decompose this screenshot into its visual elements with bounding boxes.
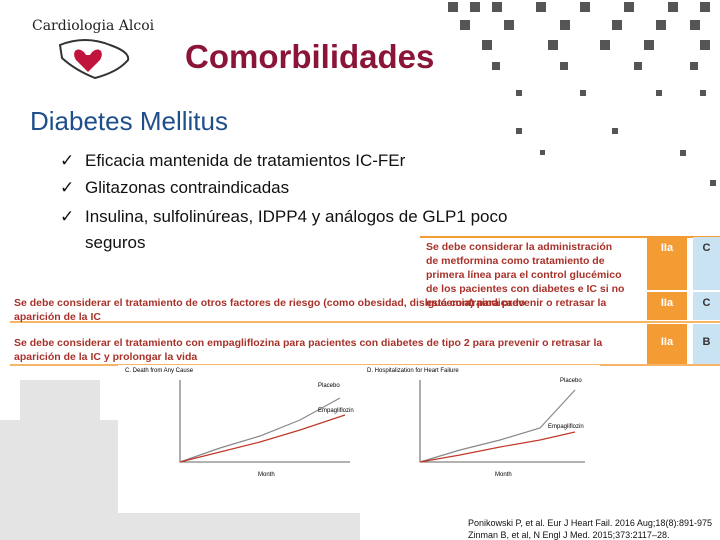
- curve-label: Placebo: [318, 383, 340, 389]
- title: Comorbilidades: [185, 38, 435, 75]
- x-label: Month: [495, 472, 512, 478]
- row-class: IIa: [647, 324, 687, 364]
- row-class: IIa: [647, 292, 687, 320]
- curve-label: Placebo: [560, 378, 582, 384]
- section-heading: Diabetes Mellitus: [30, 106, 228, 136]
- pixel-pattern: [448, 2, 716, 186]
- logo-outline: [58, 39, 130, 80]
- curve-label: Empagliflozin: [318, 408, 354, 414]
- row-level: B: [693, 324, 720, 364]
- curve-empagliflozin: [179, 414, 346, 463]
- row-text: Se debe considerar el tratamiento de otr…: [14, 297, 607, 323]
- curve-label: Empagliflozin: [548, 424, 584, 430]
- panel-title: D. Hospitalization for Heart Failure: [367, 368, 459, 374]
- row-text: Se debe considerar la administración de …: [426, 241, 625, 309]
- bullet-text: Insulina, sulfolinúreas, IDPP4 y análogo…: [85, 207, 508, 252]
- reference: Ponikowski P, et al. Eur J Heart Fail. 2…: [468, 518, 712, 528]
- reference: Zinman B, et al, N Engl J Med. 2015;373:…: [468, 530, 670, 540]
- logo-heart: [74, 49, 102, 72]
- curve-placebo: [179, 397, 341, 463]
- bullet-text: Glitazonas contraindicadas: [85, 178, 290, 197]
- row-level: C: [693, 237, 720, 290]
- logo-text: Cardiologia Alcoi: [32, 18, 155, 34]
- x-label: Month: [258, 472, 275, 478]
- row-level: C: [693, 292, 720, 320]
- row-text: Se debe considerar el tratamiento con em…: [14, 337, 603, 363]
- bullet: ✓ Insulina, sulfolinúreas, IDPP4 y análog…: [60, 204, 540, 256]
- row-class: IIa: [647, 237, 687, 290]
- bullet-text: Eficacia mantenida de tratamientos IC-FE…: [85, 151, 406, 170]
- figure-bg: [118, 365, 600, 513]
- table-row-bg: [10, 290, 720, 365]
- curve-empagliflozin: [419, 431, 576, 463]
- curve-placebo: [419, 389, 576, 463]
- panel-title: C. Death from Any Cause: [125, 368, 194, 374]
